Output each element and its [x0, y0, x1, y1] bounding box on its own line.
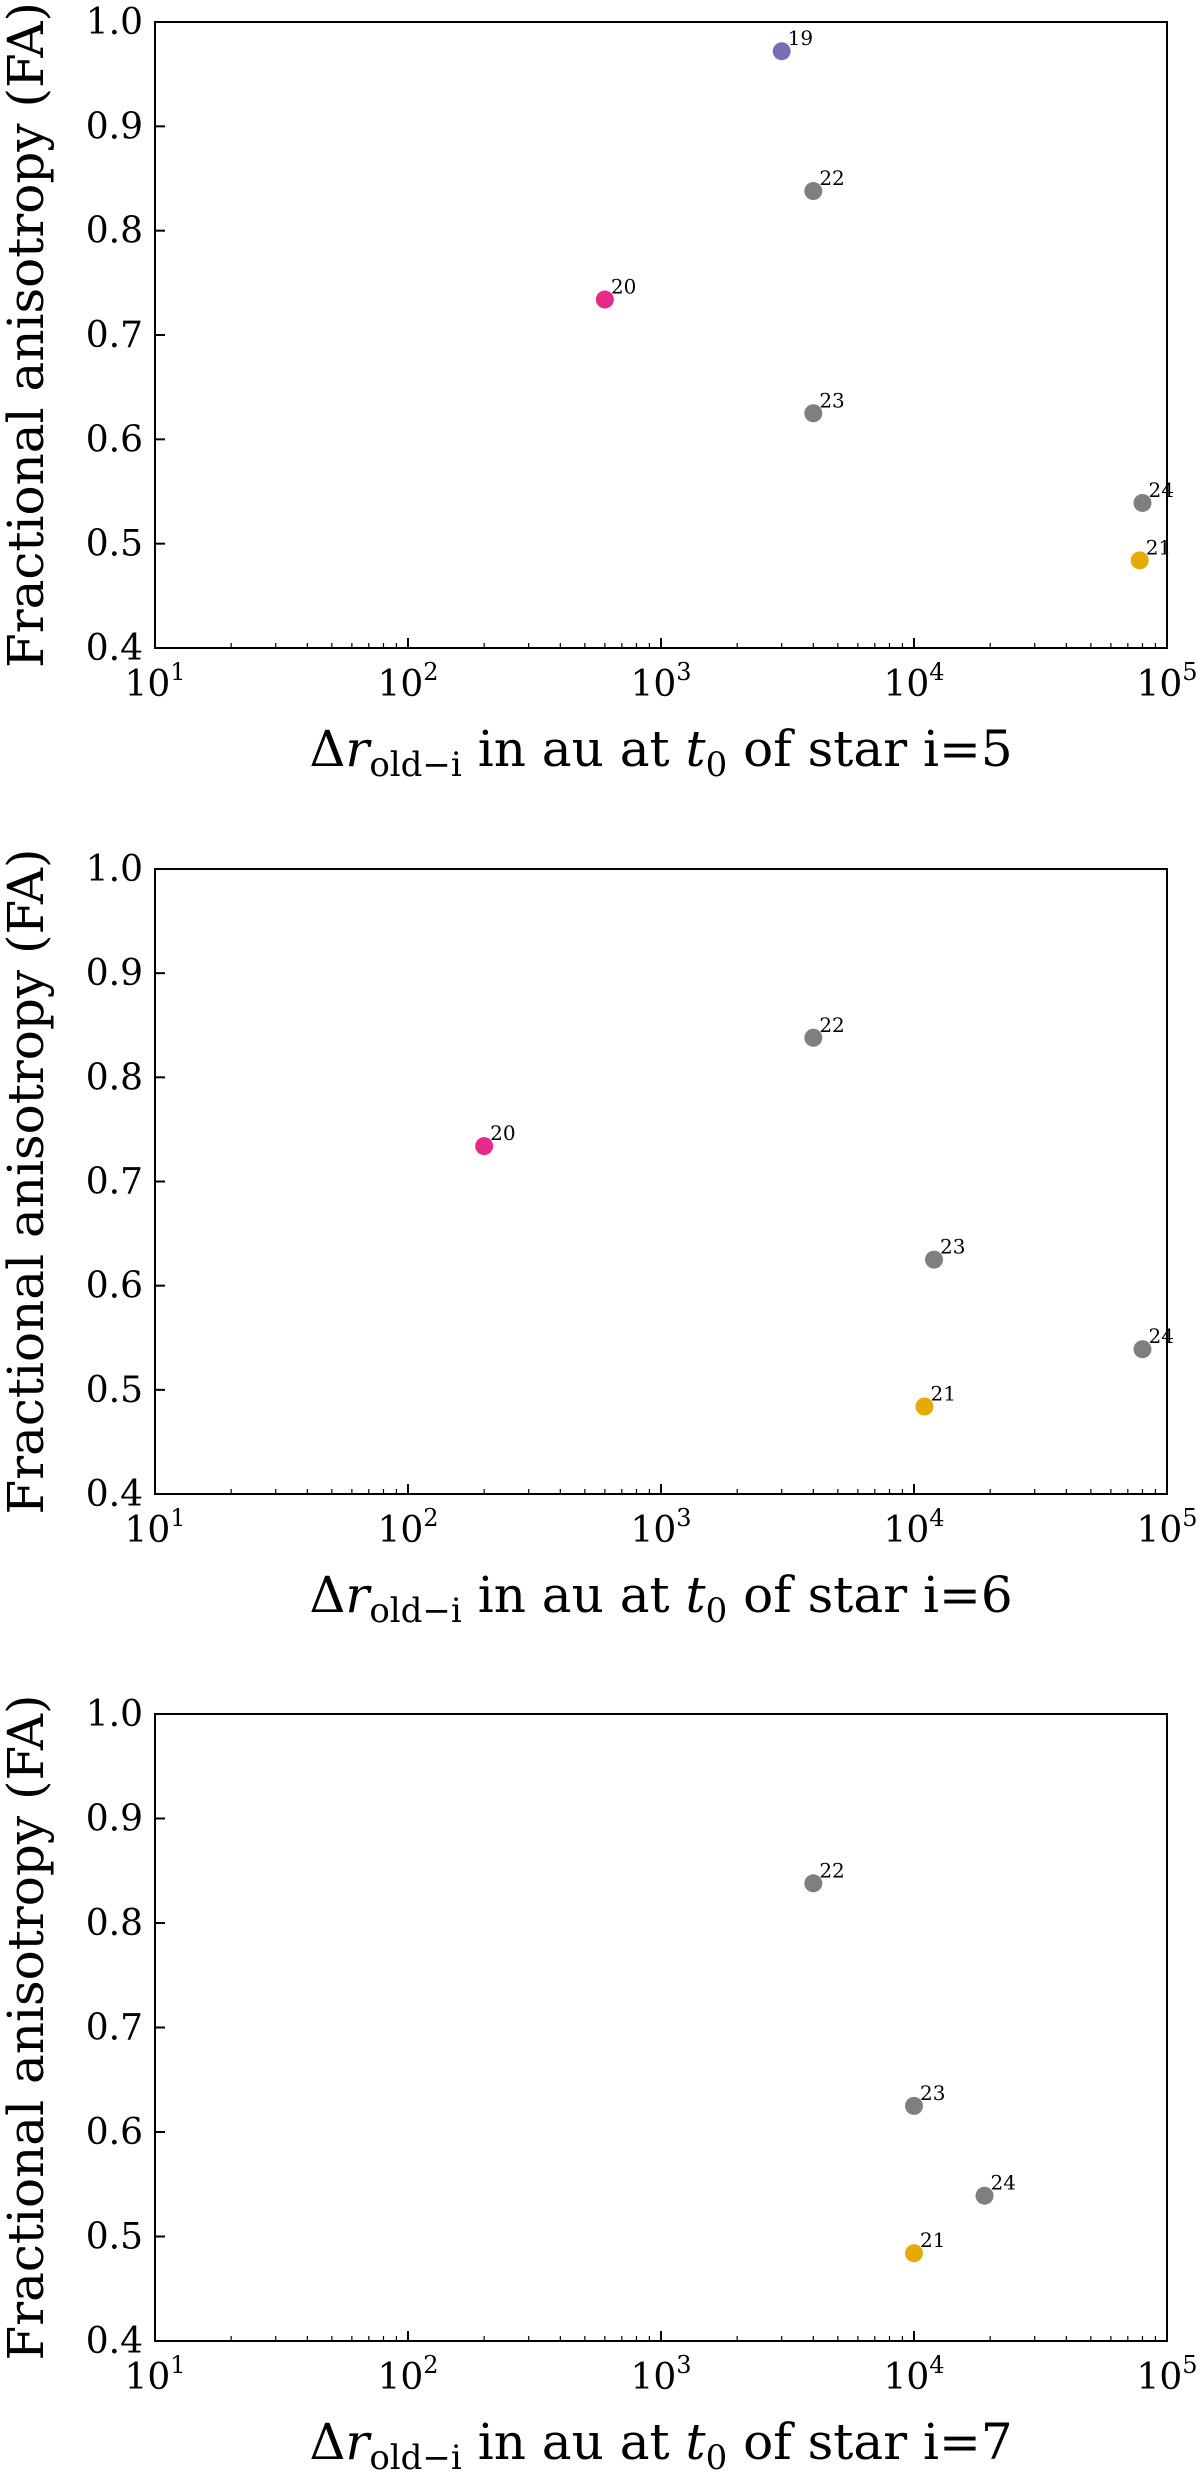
y-axis-label: Fractional anisotropy (FA): [0, 849, 55, 1515]
y-tick-label: 0.5: [86, 1370, 143, 1411]
point-label-24: 24: [991, 2171, 1016, 2195]
x-tick-label: 104: [883, 658, 944, 705]
point-label-22: 22: [819, 1858, 844, 1882]
x-tick-label: 104: [883, 1504, 944, 1551]
y-tick-label: 1.0: [86, 2, 143, 43]
data-point-20: [595, 290, 614, 309]
point-label-22: 22: [819, 166, 844, 190]
data-point-24: [1133, 1340, 1152, 1359]
y-tick-label: 0.9: [86, 953, 143, 994]
y-tick-label: 0.7: [86, 1162, 143, 1203]
point-label-22: 22: [819, 1013, 844, 1037]
chart-panel-2: 101 102 103 104 105 0.4 0.5 0.6 0.7 0.8 0.9 1.0 Frac…: [0, 849, 1198, 1631]
point-label-21: 21: [920, 2228, 945, 2252]
x-tick-label: 102: [377, 2351, 438, 2398]
x-tick-label: 101: [124, 658, 185, 705]
x-tick-label: 103: [630, 2351, 691, 2398]
chart-panel-1: 101 102 103 104 105 0.4 0.5 0.6 0.7 0.8 0.9 1.0 Frac…: [0, 2, 1198, 785]
y-tick-label: 0.8: [86, 211, 143, 252]
y-tick-label: 0.8: [86, 1057, 143, 1098]
plot-frame: [154, 21, 1168, 649]
plot-frame: [154, 1713, 1168, 2342]
point-label-21: 21: [1146, 535, 1171, 559]
x-tick-label: 105: [1136, 1504, 1197, 1551]
point-label-23: 23: [819, 388, 844, 412]
x-tick-label: 102: [377, 658, 438, 705]
y-tick-label: 0.7: [86, 2008, 143, 2049]
data-point-23: [925, 1250, 944, 1269]
y-tick-label: 0.4: [86, 628, 143, 669]
point-label-20: 20: [490, 1121, 515, 1145]
point-label-24: 24: [1148, 478, 1173, 502]
y-tick-label: 0.5: [86, 524, 143, 565]
y-tick-label: 0.9: [86, 106, 143, 147]
x-tick-label: 105: [1136, 2351, 1197, 2398]
y-tick-label: 0.4: [86, 2321, 143, 2362]
data-point-20: [475, 1137, 494, 1156]
data-point-19: [772, 42, 791, 61]
point-label-19: 19: [788, 26, 813, 50]
point-label-24: 24: [1148, 1324, 1173, 1348]
data-point-24: [975, 2186, 994, 2205]
x-tick-label: 103: [630, 658, 691, 705]
data-point-21: [915, 1397, 934, 1416]
y-tick-label: 0.4: [86, 1474, 143, 1515]
x-tick-label: 102: [377, 1504, 438, 1551]
y-tick-label: 1.0: [86, 849, 143, 890]
chart-panel-3: 101 102 103 104 105 0.4 0.5 0.6 0.7 0.8 0.9 1.0 Frac…: [0, 1694, 1198, 2478]
y-tick-label: 0.8: [86, 1903, 143, 1944]
y-tick-label: 1.0: [86, 1694, 143, 1735]
plot-frame: [154, 868, 1168, 1495]
x-axis-label: Δrold−i in au at t0 of star i=6: [309, 1566, 1012, 1631]
y-tick-label: 0.6: [86, 2112, 143, 2153]
y-tick-label: 0.7: [86, 315, 143, 356]
x-tick-label: 103: [630, 1504, 691, 1551]
x-tick-label: 101: [124, 1504, 185, 1551]
data-point-22: [804, 1874, 823, 1893]
data-point-22: [804, 1028, 823, 1047]
y-tick-label: 0.5: [86, 2217, 143, 2258]
point-label-21: 21: [930, 1382, 955, 1406]
x-tick-label: 105: [1136, 658, 1197, 705]
x-tick-label: 101: [124, 2351, 185, 2398]
data-point-21: [905, 2244, 923, 2263]
x-axis-label: Δrold−i in au at t0 of star i=7: [309, 2413, 1012, 2478]
point-label-23: 23: [940, 1235, 965, 1259]
y-tick-label: 0.9: [86, 1799, 143, 1840]
y-tick-label: 0.6: [86, 1266, 143, 1307]
x-axis-label: Δrold−i in au at t0 of star i=5: [309, 720, 1012, 785]
point-label-23: 23: [920, 2081, 945, 2105]
y-axis-label: Fractional anisotropy (FA): [0, 1695, 55, 2361]
data-point-23: [905, 2096, 923, 2115]
data-point-21: [1130, 551, 1149, 570]
data-point-24: [1133, 493, 1152, 512]
y-tick-label: 0.6: [86, 419, 143, 460]
data-point-23: [804, 404, 823, 423]
x-tick-label: 104: [883, 2351, 944, 2398]
y-axis-label: Fractional anisotropy (FA): [0, 2, 55, 668]
data-point-22: [804, 182, 823, 201]
point-label-20: 20: [611, 275, 636, 299]
